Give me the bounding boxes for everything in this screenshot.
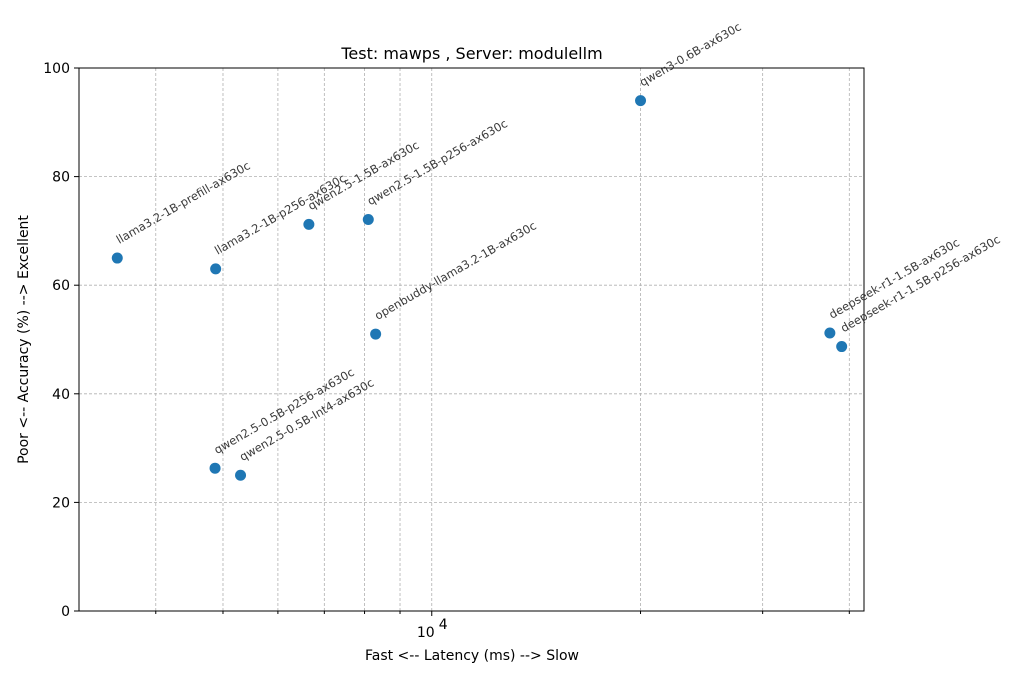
plot-frame [78, 67, 865, 612]
point-label: qwen3-0.6B-ax630c [637, 20, 744, 90]
tick-layer: 0 20 40 60 80 100 10 4 [43, 61, 850, 641]
x-axis-label: Fast <-- Latency (ms) --> Slow [365, 648, 579, 664]
y-tick-label: 100 [43, 61, 70, 77]
y-axis-label: Poor <-- Accuracy (%) --> Excellent [16, 215, 32, 464]
data-point [235, 469, 247, 481]
data-point [209, 462, 221, 474]
data-point [210, 263, 222, 275]
data-point [370, 328, 382, 340]
data-point [836, 341, 848, 353]
data-point [362, 213, 374, 225]
data-point [111, 252, 123, 264]
x-tick-label-exponent: 4 [439, 617, 448, 633]
data-point [824, 327, 836, 339]
y-tick-label: 20 [52, 495, 70, 511]
x-tick-label: 10 [417, 625, 435, 641]
y-tick-label: 40 [52, 387, 70, 403]
data-point [303, 218, 315, 230]
point-label: openbuddy-llama3.2-1B-ax630c [372, 218, 539, 322]
label-layer: llama3.2-1B-prefill-ax630cllama3.2-1B-p2… [114, 20, 1003, 464]
chart-title: Test: mawps , Server: modulellm [340, 44, 602, 63]
point-layer [111, 95, 848, 481]
grid-layer [79, 67, 864, 612]
y-tick-label: 0 [61, 604, 70, 620]
y-tick-label: 80 [52, 170, 70, 186]
point-label: deepseek-r1-1.5B-p256-ax630c [838, 232, 1002, 335]
y-tick-label: 60 [52, 278, 70, 294]
data-point [635, 95, 647, 107]
point-label: llama3.2-1B-p256-ax630c [212, 171, 348, 258]
